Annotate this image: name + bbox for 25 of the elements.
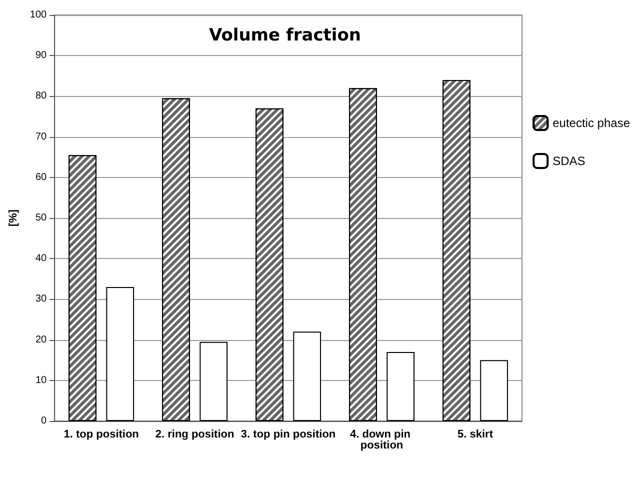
legend-label: eutectic phase <box>552 116 630 130</box>
bar <box>480 360 508 421</box>
y-tick-label: 20 <box>35 334 48 346</box>
y-tick-label: 50 <box>35 212 48 224</box>
x-tick-label: 5. skirt <box>458 428 494 440</box>
y-tick-label: 0 <box>41 416 48 426</box>
y-tick-label: 30 <box>35 294 48 305</box>
y-tick-label: 40 <box>35 253 48 264</box>
x-tick-label: 1. top position <box>64 428 140 440</box>
bar <box>200 342 228 421</box>
bar <box>106 287 134 421</box>
x-tick-label: 4. down pin position <box>350 428 414 452</box>
x-tick-label: 3. top pin position <box>240 428 336 440</box>
legend-label: SDAS <box>552 154 586 168</box>
y-tick-label: 90 <box>35 50 48 62</box>
y-tick-label: 100 <box>30 10 48 20</box>
y-tick-label: 60 <box>35 172 48 183</box>
x-tick-label: 2. ring position <box>155 428 234 440</box>
text: Volume fraction <box>208 26 362 46</box>
bar <box>386 352 414 421</box>
bar <box>293 332 322 421</box>
y-tick-label: 10 <box>35 374 48 386</box>
y-axis-title: [%] <box>8 209 20 227</box>
y-tick-label: 80 <box>35 90 48 102</box>
y-tick-label: 70 <box>35 131 48 142</box>
